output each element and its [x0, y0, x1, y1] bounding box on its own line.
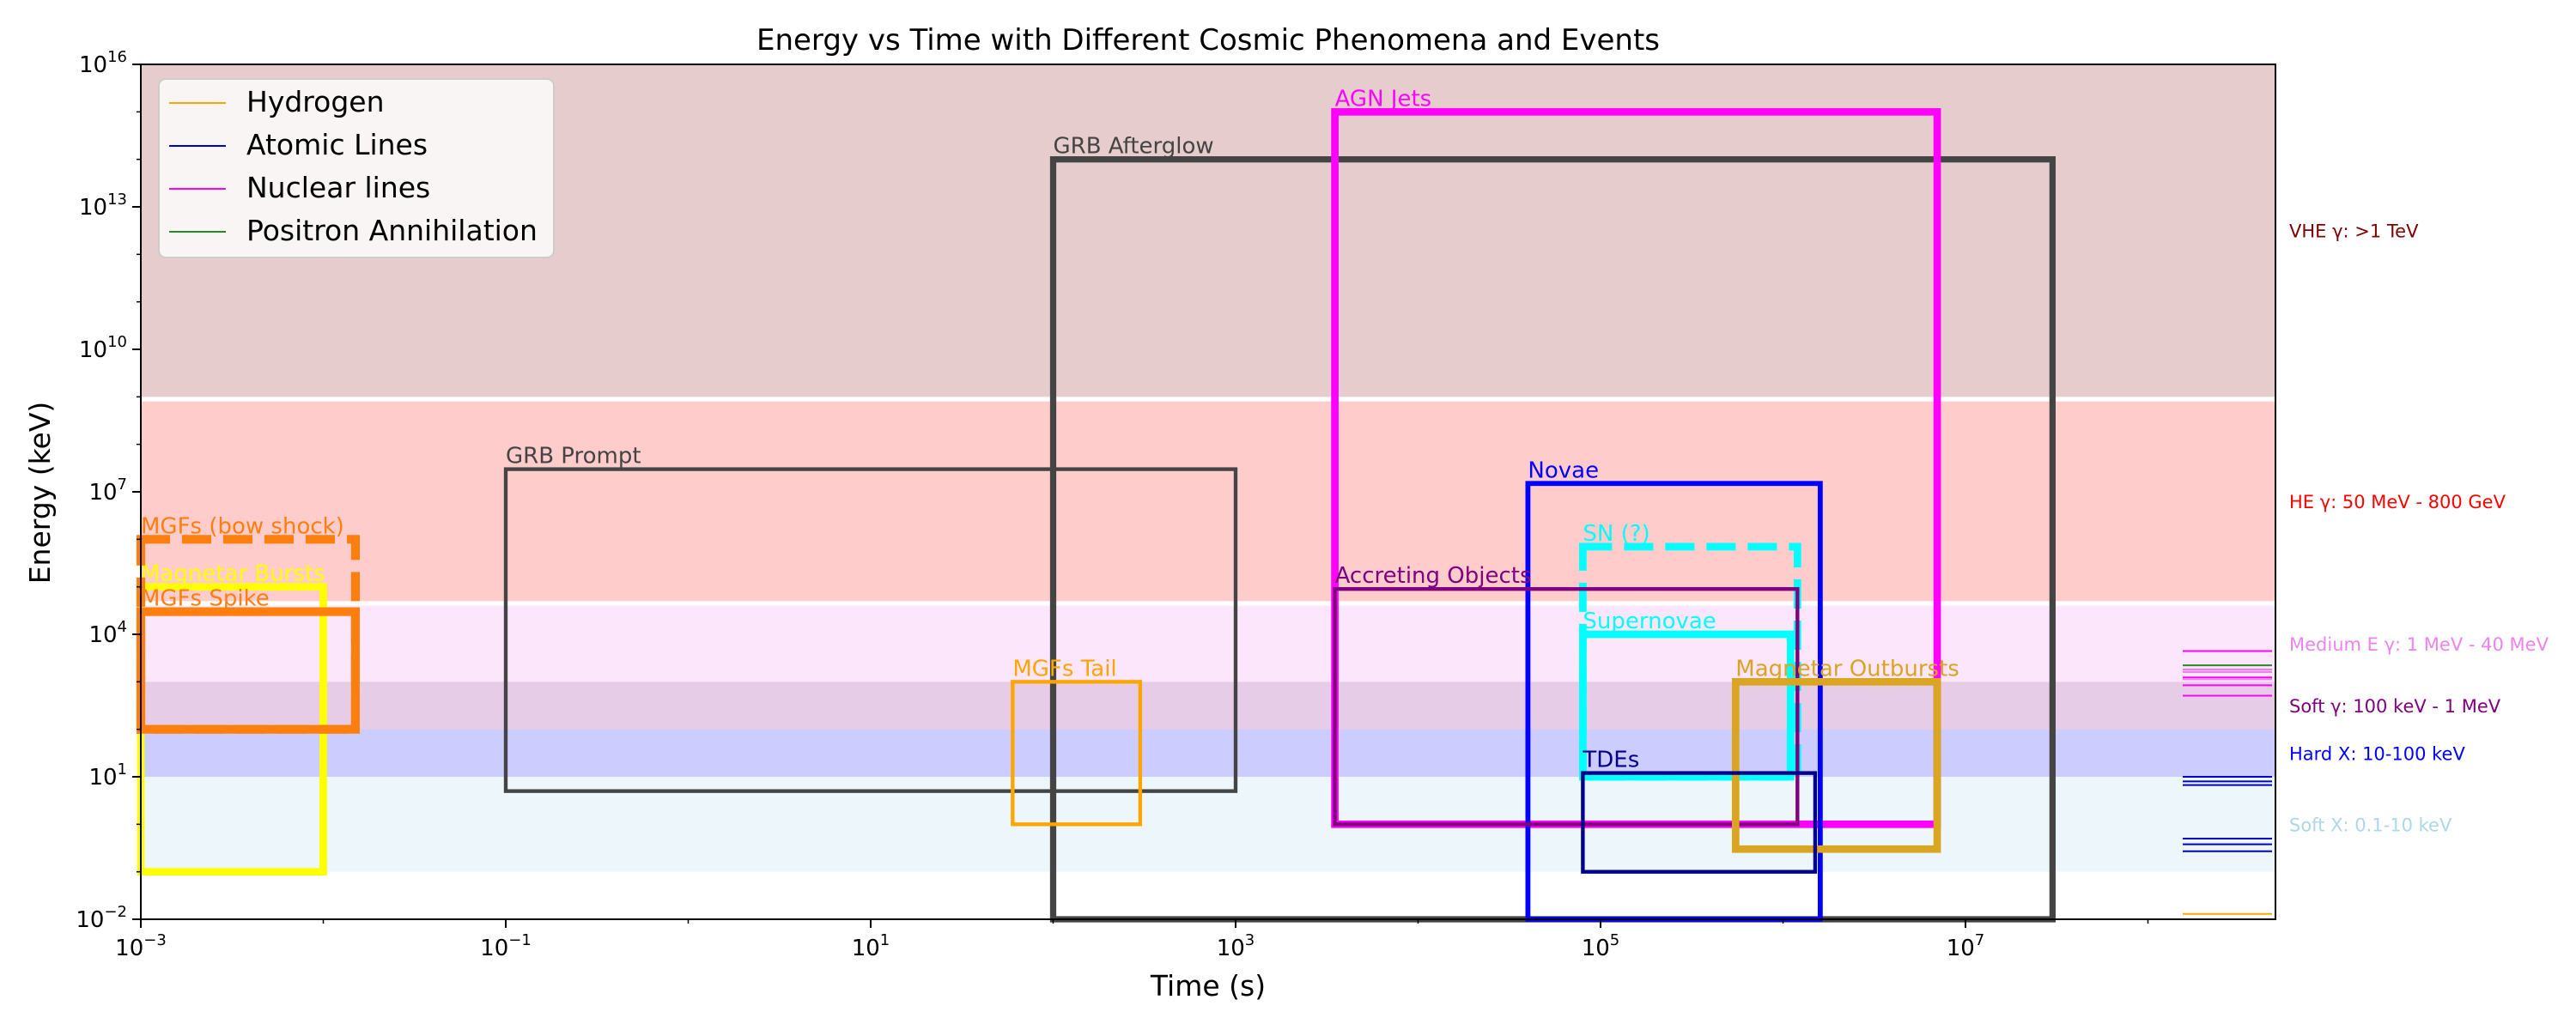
- energy-bands: [141, 64, 2275, 872]
- box-grb-prompt: [503, 467, 1238, 793]
- legend-label-positron-annihilation: Positron Annihilation: [246, 214, 538, 247]
- band-label-he-50-mev-800-gev: HE γ: 50 MeV - 800 GeV: [2289, 492, 2506, 512]
- box-magnetar-outbursts: [1731, 677, 1941, 853]
- legend: Hydrogen Atomic Lines Nuclear lines Positro…: [158, 78, 555, 258]
- legend-label-nuclear-lines: Nuclear lines: [246, 171, 430, 204]
- spectral-line-ticks: [2183, 650, 2272, 915]
- box-tdes: [1581, 771, 1818, 874]
- y-tick-label: 1016: [79, 48, 127, 78]
- band-label-vhe-1-tev: VHE γ: >1 TeV: [2289, 221, 2419, 242]
- box-supernovae: [1579, 630, 1795, 781]
- band-label-soft-100-kev-1-mev: Soft γ: 100 keV - 1 MeV: [2289, 696, 2501, 717]
- box-label-novae: Novae: [1528, 457, 1599, 483]
- box-accreting-objects: [1333, 587, 1800, 827]
- band-label-medium-e-1-mev-40-mev: Medium E γ: 1 MeV - 40 MeV: [2289, 634, 2549, 655]
- y-tick-label: 104: [88, 618, 127, 648]
- y-tick-label: 10−2: [76, 903, 127, 933]
- legend-box: [158, 78, 555, 258]
- phenomena-boxes: GRB Afterglow AGN Jets GRB Prompt Novae SN (…: [136, 86, 2056, 923]
- chart-title: Energy vs Time with Different Cosmic Phe…: [756, 23, 1660, 58]
- band-label-soft-x-0-1-10-kev: Soft X: 0.1-10 keV: [2289, 815, 2452, 835]
- x-tick-label: 105: [1582, 931, 1620, 961]
- band-soft-100-kev-1-mev: [141, 682, 2275, 730]
- x-axis-label: Time (s): [1150, 969, 1266, 1003]
- band-hard-x-10-100-kev: [141, 729, 2275, 777]
- y-tick-label: 107: [88, 476, 127, 506]
- x-tick-label: 10−3: [115, 931, 167, 961]
- band-label-hard-x-10-100-kev: Hard X: 10-100 keV: [2289, 743, 2465, 764]
- box-label-magnetar-bursts: Magnetar Bursts: [141, 561, 325, 587]
- box-label-sn: SN (?): [1583, 521, 1649, 547]
- box-label-mgfs-spike: MGFs Spike: [141, 586, 270, 612]
- band-labels: Soft X: 0.1-10 keV Hard X: 10-100 keV Soft…: [2289, 221, 2549, 836]
- y-tick-label: 101: [88, 760, 127, 791]
- box-label-grb-prompt: GRB Prompt: [506, 444, 641, 470]
- band-he-50-mev-800-gev: [141, 401, 2275, 602]
- band-medium-e-1-mev-40-mev: [141, 605, 2275, 682]
- box-label-mgfs-tail: MGFs Tail: [1012, 656, 1116, 682]
- legend-label-hydrogen: Hydrogen: [246, 85, 385, 118]
- box-label-grb-afterglow: GRB Afterglow: [1053, 134, 1213, 160]
- box-label-agn-jets: AGN Jets: [1335, 86, 1432, 112]
- legend-label-atomic-lines: Atomic Lines: [246, 128, 428, 161]
- box-label-mgfs-bow-shock: MGFs (bow shock): [141, 513, 344, 539]
- x-tick-label: 10−1: [480, 931, 532, 961]
- box-label-tdes: TDEs: [1582, 748, 1639, 773]
- y-tick-label: 1013: [79, 191, 127, 221]
- x-tick-label: 103: [1217, 931, 1255, 961]
- x-tick-label: 101: [852, 931, 890, 961]
- axes: 10−3 10−1 101 103 105 107 10−2 101 104 107 1010 101…: [76, 48, 2276, 961]
- box-label-magnetar-outbursts: Magnetar Outbursts: [1735, 656, 1959, 682]
- box-label-supernovae: Supernovae: [1583, 609, 1716, 634]
- y-axis-label: Energy (keV): [23, 402, 57, 585]
- x-tick-label: 107: [1947, 931, 1985, 961]
- box-label-accreting-objects: Accreting Objects: [1335, 563, 1532, 589]
- box-mgfs-tail: [1011, 680, 1143, 827]
- y-tick-label: 1010: [79, 333, 127, 363]
